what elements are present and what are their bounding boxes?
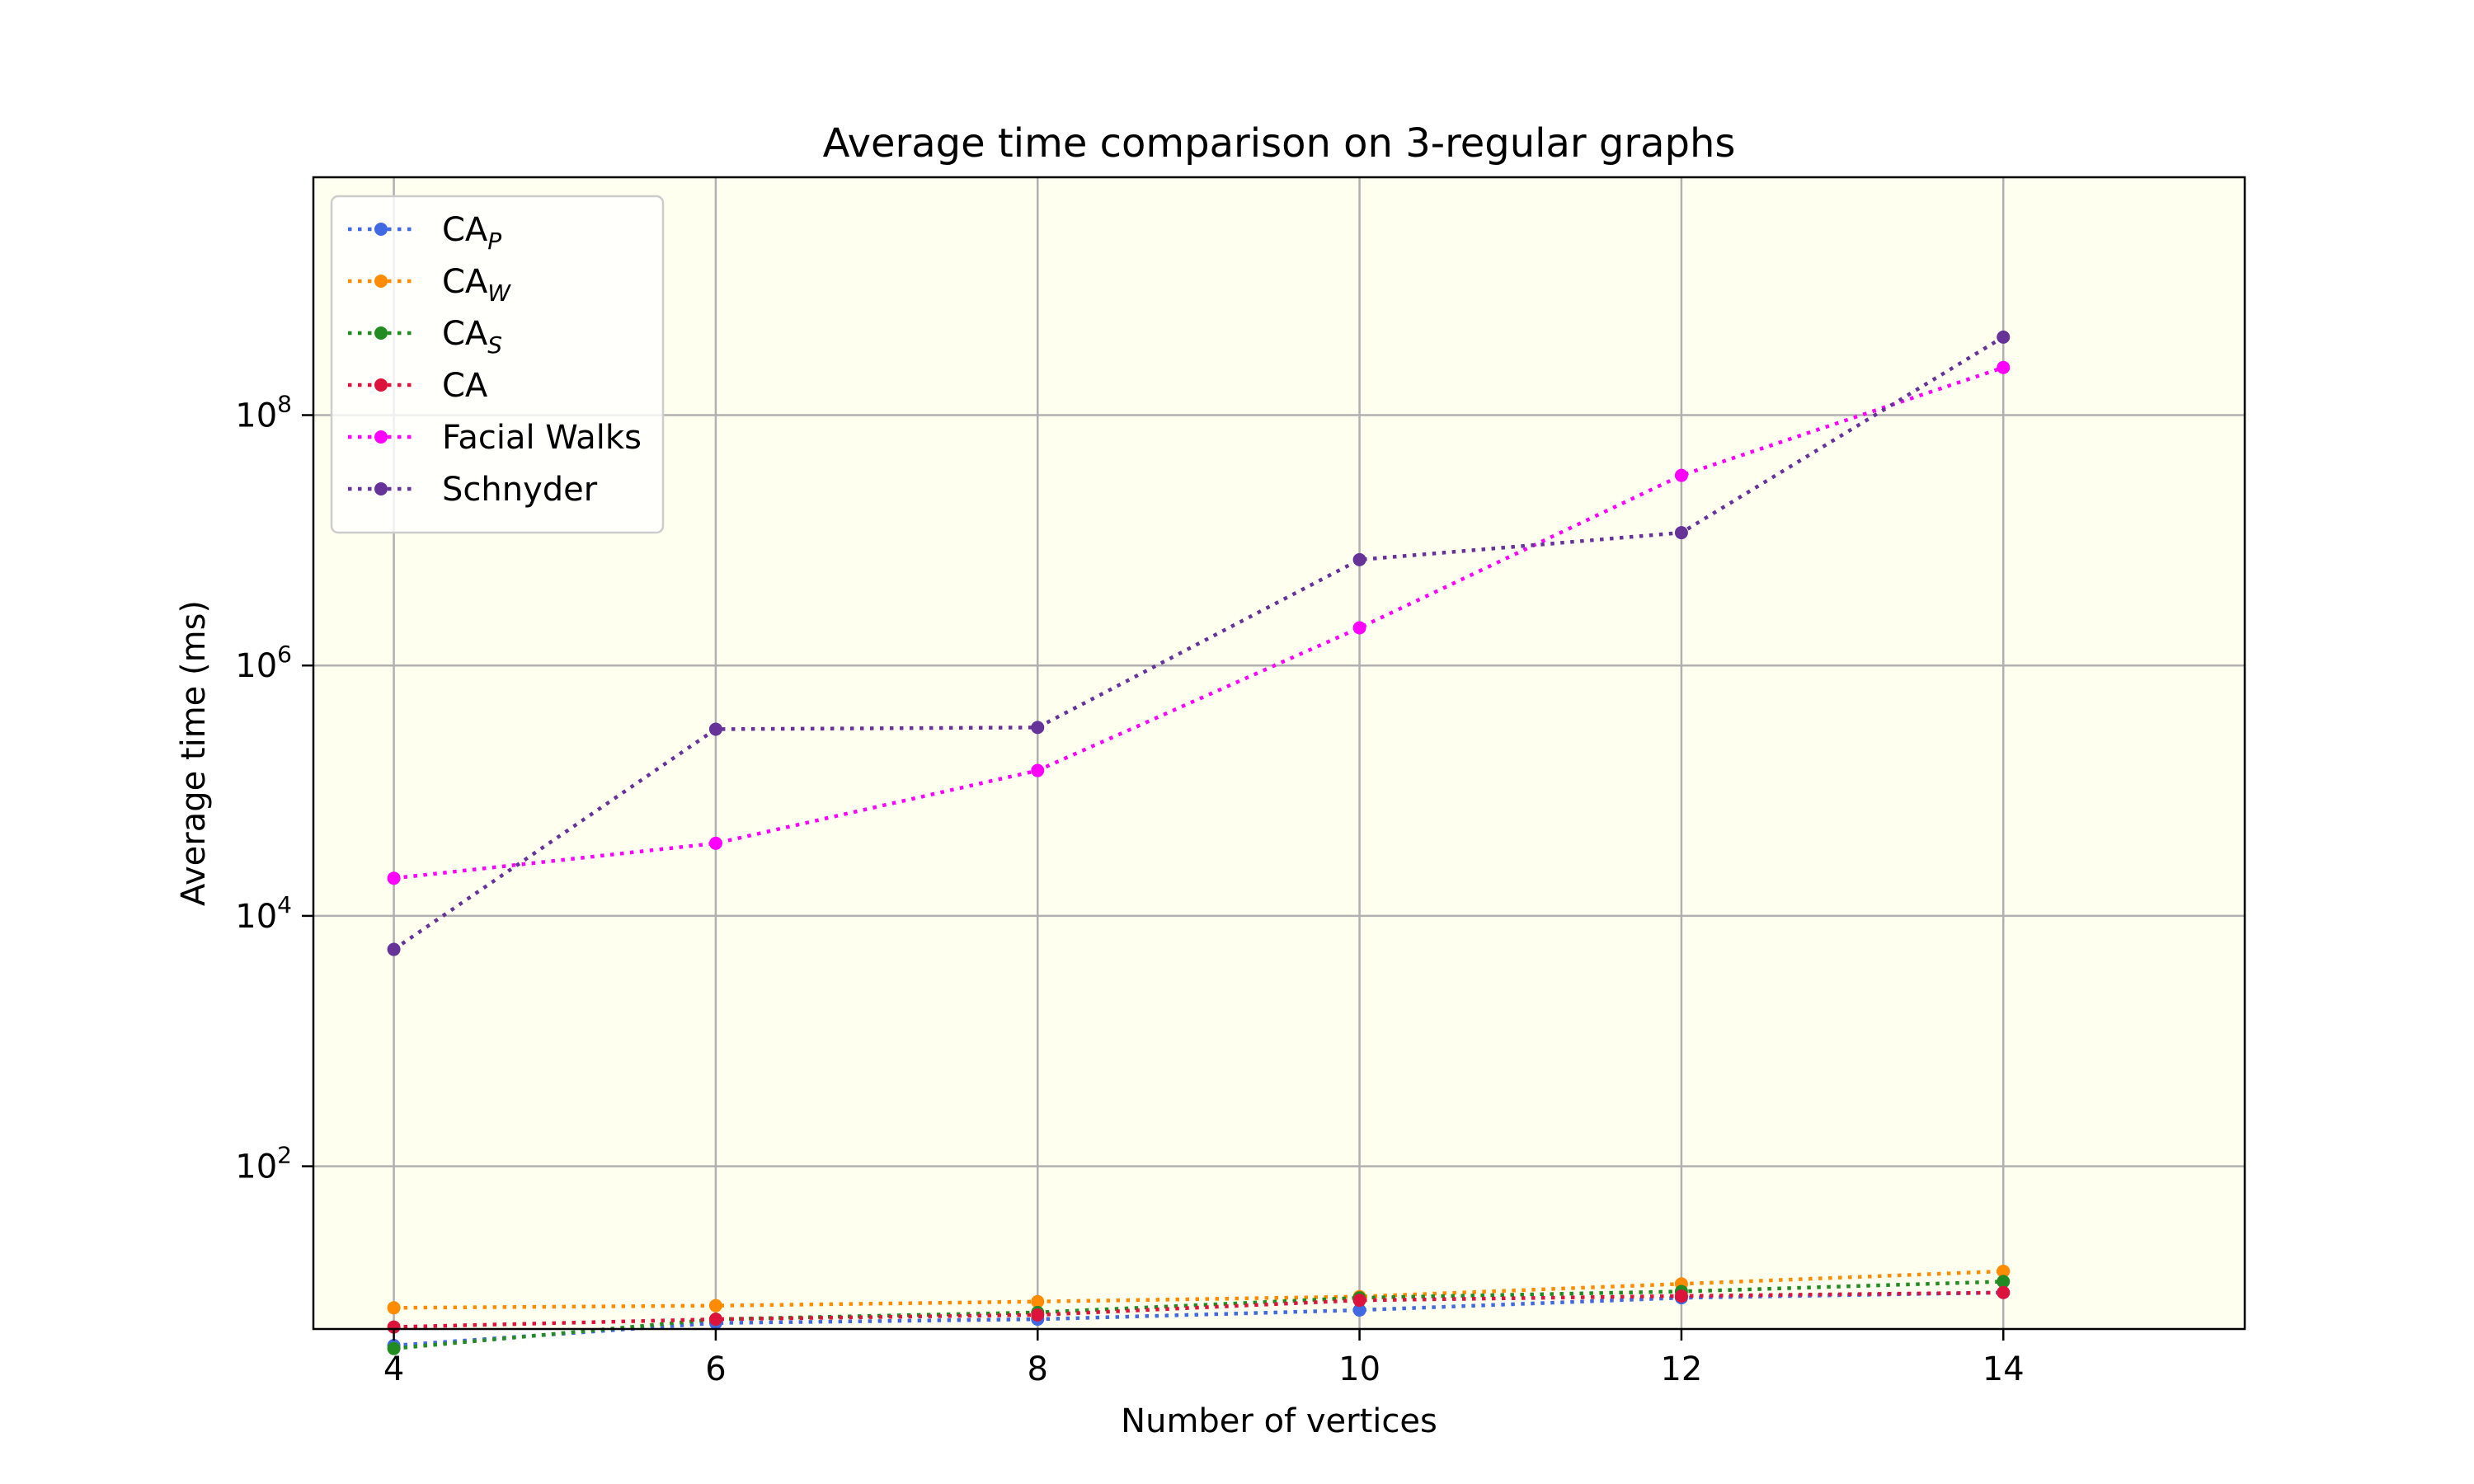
series-layer bbox=[387, 330, 2011, 1355]
y-tick-label-exponent: 6 bbox=[277, 641, 292, 668]
legend-box bbox=[330, 195, 665, 534]
legend-item: CAW bbox=[348, 263, 511, 307]
data-point bbox=[1997, 1264, 2011, 1278]
legend-label-name: Schnyder bbox=[442, 471, 598, 509]
data-point bbox=[1352, 621, 1366, 635]
data-point bbox=[387, 1341, 401, 1355]
legend-label-subscript: P bbox=[487, 228, 501, 255]
y-tick-label: 108 bbox=[235, 391, 292, 435]
data-point bbox=[1674, 468, 1688, 482]
legend-swatch-marker bbox=[374, 326, 388, 340]
data-point bbox=[1031, 763, 1045, 777]
y-tick-label-exponent: 8 bbox=[277, 391, 292, 418]
legend-label-subscript: S bbox=[487, 331, 502, 359]
x-tick-label: 8 bbox=[1028, 1350, 1048, 1388]
data-point bbox=[1352, 1303, 1366, 1317]
y-tick-label: 102 bbox=[235, 1142, 292, 1186]
y-tick-label: 106 bbox=[235, 641, 292, 685]
y-tick-label-base: 10 bbox=[235, 647, 277, 685]
legend-label: CAS bbox=[442, 315, 502, 359]
x-tick-label: 4 bbox=[383, 1350, 404, 1388]
legend-label: Schnyder bbox=[442, 471, 598, 509]
legend-swatch-marker bbox=[374, 430, 388, 444]
legend-label-subscript: W bbox=[487, 279, 511, 307]
legend-item: CAP bbox=[348, 211, 501, 255]
series-line bbox=[393, 365, 2004, 881]
legend-label-name: CA bbox=[442, 367, 488, 405]
x-tick-label: 14 bbox=[1982, 1350, 2025, 1388]
data-point bbox=[1674, 1289, 1688, 1303]
series-4 bbox=[387, 360, 2011, 885]
data-point bbox=[1997, 1275, 2011, 1289]
data-point bbox=[387, 1320, 401, 1334]
legend-label: CA bbox=[442, 367, 488, 405]
data-point bbox=[1997, 360, 2011, 374]
y-tick-label-base: 10 bbox=[235, 397, 277, 435]
chart-title: Average time comparison on 3-regular gra… bbox=[823, 120, 1736, 167]
plot-frame bbox=[312, 176, 2246, 1331]
legend-item: CA bbox=[348, 367, 488, 405]
data-point bbox=[708, 722, 722, 736]
legend-item: Facial Walks bbox=[348, 419, 642, 457]
legend-swatch-marker bbox=[374, 223, 388, 236]
x-axis-label: Number of vertices bbox=[1121, 1402, 1437, 1440]
legend-label: CAP bbox=[442, 211, 501, 255]
data-point bbox=[1997, 330, 2011, 344]
x-tick-label: 6 bbox=[705, 1350, 726, 1388]
legend-label-name: CA bbox=[442, 315, 488, 353]
data-point bbox=[1031, 721, 1045, 735]
data-point bbox=[708, 1298, 722, 1313]
series-line bbox=[393, 335, 2005, 951]
legend-swatch-marker bbox=[374, 378, 388, 392]
data-point bbox=[1352, 1294, 1366, 1308]
x-tick-label: 10 bbox=[1338, 1350, 1380, 1388]
series-line bbox=[393, 1280, 2004, 1350]
y-tick-label-base: 10 bbox=[235, 1148, 277, 1186]
legend-label: CAW bbox=[442, 263, 511, 307]
data-point bbox=[1674, 526, 1688, 540]
data-point bbox=[1031, 1308, 1045, 1322]
data-point bbox=[1997, 1285, 2011, 1299]
x-tick-label: 12 bbox=[1660, 1350, 1702, 1388]
x-axis: 4 6 8 10 12 14 bbox=[383, 1329, 2025, 1388]
legend-label-name: CA bbox=[442, 211, 488, 249]
legend-swatch-marker bbox=[374, 275, 388, 288]
series-line bbox=[393, 1290, 2004, 1329]
series-3 bbox=[387, 1285, 2011, 1334]
data-point bbox=[387, 1301, 401, 1315]
data-point bbox=[1031, 1294, 1045, 1308]
legend-label: Facial Walks bbox=[442, 419, 642, 457]
legend-item: CAS bbox=[348, 315, 502, 359]
y-tick-label: 104 bbox=[235, 891, 292, 936]
y-tick-label-base: 10 bbox=[235, 898, 277, 936]
y-tick-label-exponent: 4 bbox=[277, 891, 292, 918]
data-point bbox=[708, 1313, 722, 1327]
data-point bbox=[387, 942, 401, 956]
series-5 bbox=[387, 330, 2011, 956]
series-line bbox=[393, 1290, 2004, 1348]
data-point bbox=[708, 836, 722, 850]
legend-label-name: Facial Walks bbox=[442, 419, 642, 457]
legend-label-name: CA bbox=[442, 263, 488, 301]
data-point bbox=[387, 871, 401, 885]
legend-swatch-marker bbox=[374, 482, 388, 495]
series-line bbox=[393, 1269, 2004, 1310]
y-tick-label-exponent: 2 bbox=[277, 1142, 292, 1169]
legend-item: Schnyder bbox=[348, 471, 598, 509]
data-point bbox=[1352, 552, 1366, 566]
y-axis-label: Average time (ms) bbox=[175, 600, 213, 906]
